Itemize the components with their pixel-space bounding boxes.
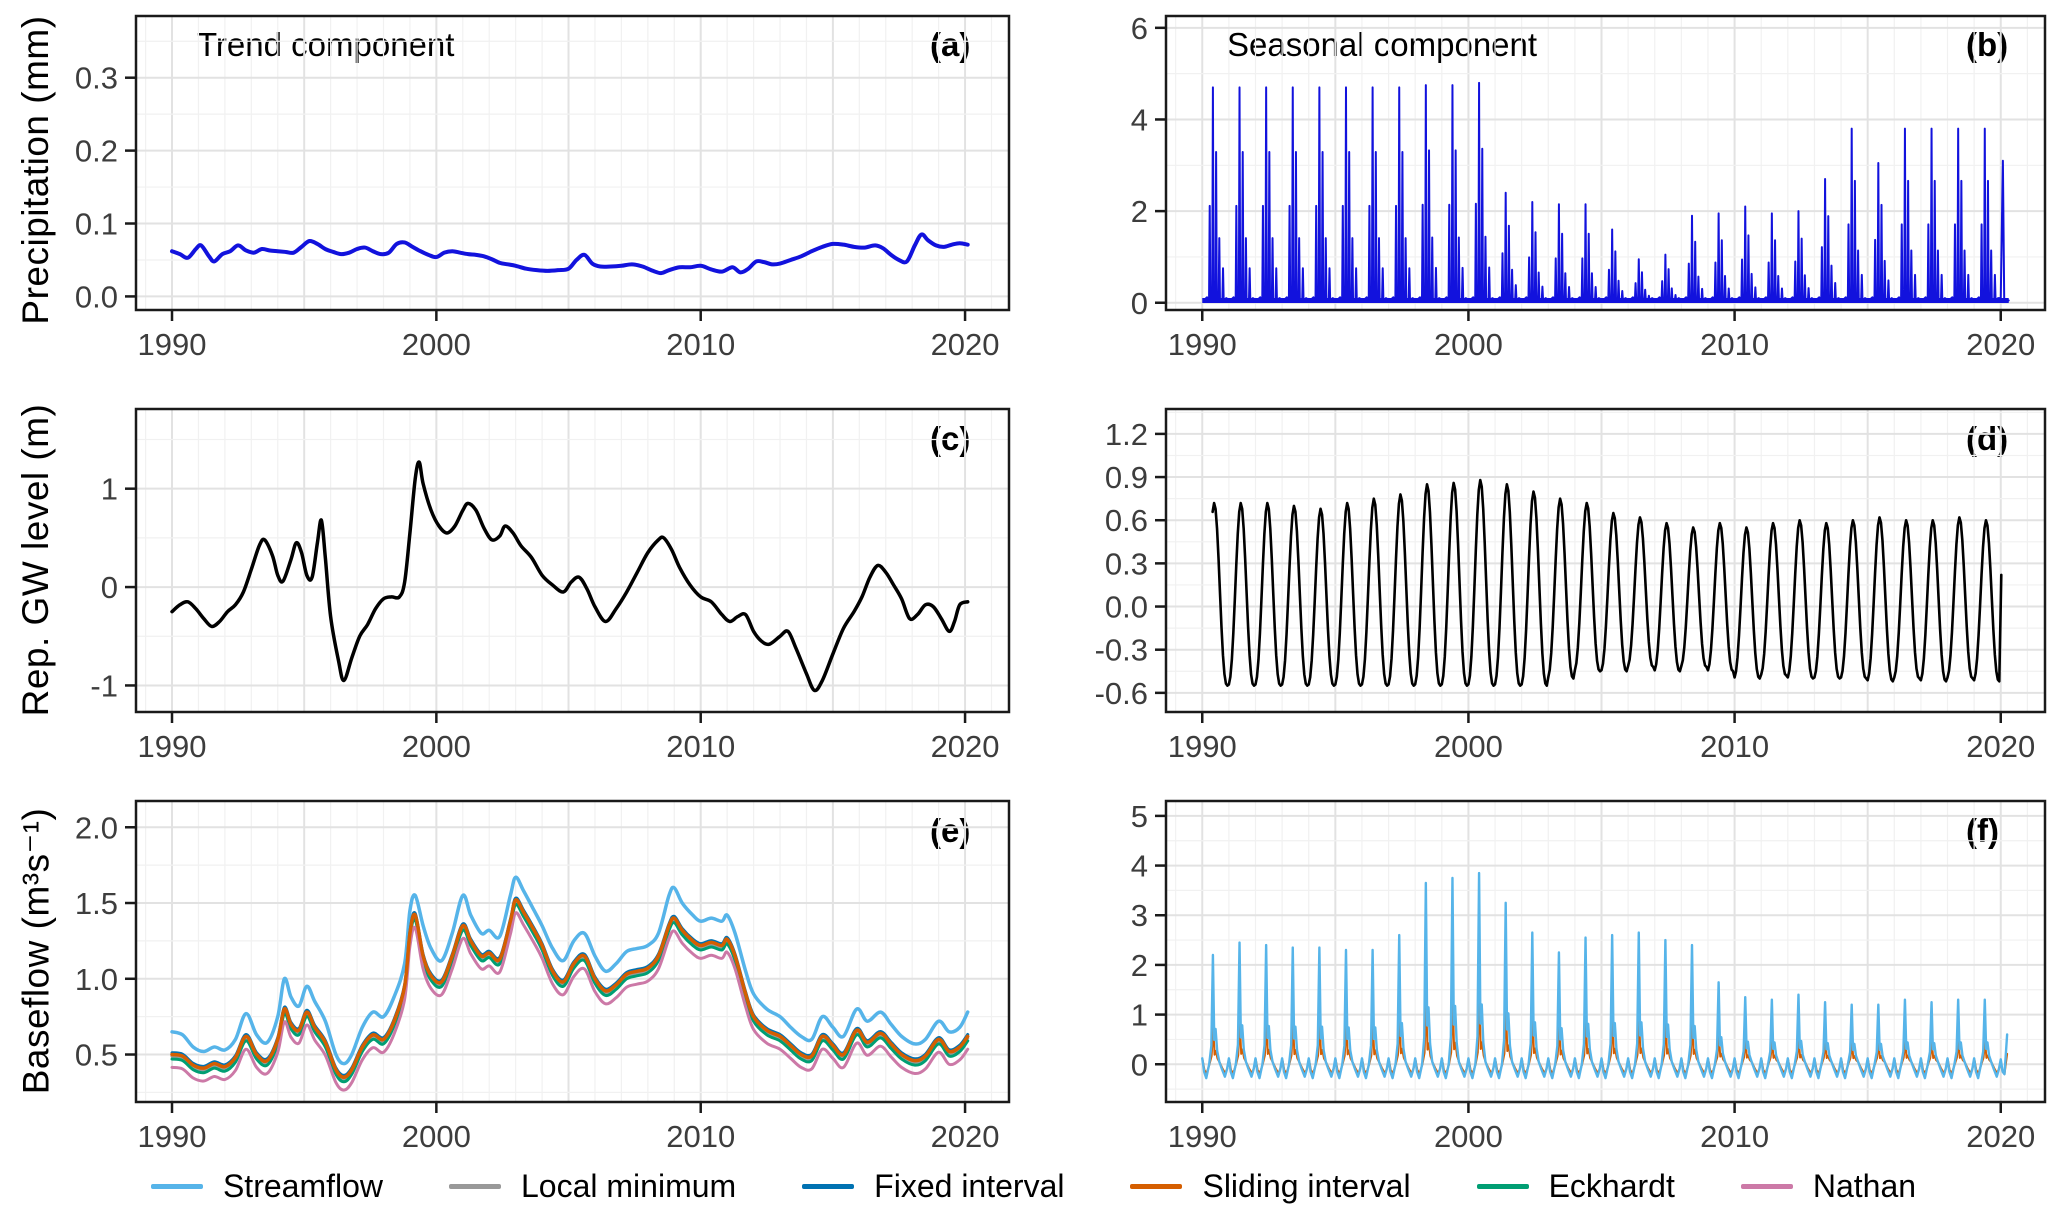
local-minimum-line-swatch: [449, 1184, 501, 1189]
svg-text:0.3: 0.3: [1105, 546, 1148, 581]
svg-text:1990: 1990: [1168, 1119, 1237, 1154]
svg-text:2000: 2000: [1434, 729, 1503, 764]
svg-text:1: 1: [1131, 998, 1148, 1033]
legend-item-fixed-interval: Fixed interval: [802, 1168, 1064, 1205]
legend-item-sliding-interval: Sliding interval: [1130, 1168, 1411, 1205]
panel-tag-e: (e): [930, 812, 971, 849]
legend-label: Nathan: [1812, 1168, 1917, 1204]
svg-text:1990: 1990: [138, 729, 207, 764]
svg-text:0.2: 0.2: [75, 134, 118, 169]
svg-text:0.1: 0.1: [75, 207, 118, 242]
svg-text:2010: 2010: [666, 729, 735, 764]
panel-c-gw-trend: 1990 2000 2010 2020 -1 0 1: [90, 407, 1011, 764]
panel-tag-a: (a): [930, 26, 971, 63]
svg-text:2020: 2020: [1966, 327, 2035, 362]
svg-text:1990: 1990: [1168, 729, 1237, 764]
svg-text:2000: 2000: [1434, 327, 1503, 362]
legend-label: Eckhardt: [1548, 1168, 1675, 1204]
panel-b-precipitation-seasonal: 1990 2000 2010 2020 0 2 4 6: [1131, 11, 2047, 362]
legend-item-streamflow: Streamflow: [150, 1168, 383, 1205]
svg-text:2000: 2000: [402, 1119, 471, 1154]
panel-a-precipitation-trend: 1990 2000 2010 2020 0.0 0.1 0.2 0.3: [75, 14, 1011, 362]
eckhardt-line-swatch: [1476, 1184, 1529, 1189]
panel-tag-c: (c): [930, 420, 971, 457]
svg-text:6: 6: [1131, 11, 1148, 46]
svg-text:1990: 1990: [138, 1119, 207, 1154]
legend-item-local-minimum: Local minimum: [449, 1168, 736, 1205]
svg-text:-1: -1: [90, 668, 118, 703]
column-title-seasonal: Seasonal component: [1227, 26, 1538, 63]
y-axis-title-gw-level: Rep. GW level (m): [15, 403, 56, 717]
legend-label: Fixed interval: [874, 1168, 1065, 1204]
svg-text:2010: 2010: [1700, 729, 1769, 764]
sliding-interval-line-swatch: [1130, 1184, 1183, 1189]
legend: Streamflow Local minimum Fixed interval …: [0, 1160, 2067, 1213]
svg-text:0: 0: [101, 570, 118, 605]
svg-text:2.0: 2.0: [75, 810, 118, 845]
y-axis-title-precipitation: Precipitation (mm): [15, 15, 56, 325]
svg-text:0.6: 0.6: [1105, 503, 1148, 538]
svg-text:5: 5: [1131, 799, 1148, 834]
svg-text:2: 2: [1131, 948, 1148, 983]
svg-text:-0.3: -0.3: [1095, 633, 1148, 668]
legend-label: Local minimum: [521, 1168, 737, 1204]
svg-text:1.5: 1.5: [75, 886, 118, 921]
nathan-line-swatch: [1740, 1184, 1793, 1189]
svg-text:2020: 2020: [1966, 729, 2035, 764]
legend-label: Sliding interval: [1202, 1168, 1411, 1204]
panel-f-baseflow-seasonal: 1990 2000 2010 2020 0 1 2 3 4 5: [1131, 799, 2047, 1154]
svg-text:4: 4: [1131, 102, 1148, 137]
svg-text:-0.6: -0.6: [1095, 676, 1148, 711]
streamflow-line-swatch: [150, 1184, 203, 1189]
panel-e-baseflow-trend: 1990 2000 2010 2020 0.5 1.0 1.5 2.0: [75, 799, 1011, 1154]
svg-text:2000: 2000: [402, 327, 471, 362]
svg-text:0.0: 0.0: [75, 279, 118, 314]
svg-text:2020: 2020: [931, 327, 1000, 362]
legend-label: Streamflow: [222, 1168, 383, 1204]
svg-text:0.3: 0.3: [75, 61, 118, 96]
legend-item-eckhardt: Eckhardt: [1476, 1168, 1675, 1205]
svg-text:2010: 2010: [666, 1119, 735, 1154]
svg-text:4: 4: [1131, 849, 1148, 884]
svg-text:0: 0: [1131, 1047, 1148, 1082]
svg-text:2010: 2010: [666, 327, 735, 362]
y-axis-title-baseflow: Baseflow (m³s⁻¹): [15, 807, 57, 1095]
svg-text:0.9: 0.9: [1105, 460, 1148, 495]
panel-d-gw-seasonal: 1990 2000 2010 2020 -0.6 -0.3 0.0 0.3 0.6 0.9 1.2: [1095, 407, 2047, 764]
svg-text:1: 1: [101, 472, 118, 507]
svg-text:2000: 2000: [402, 729, 471, 764]
svg-text:0: 0: [1131, 286, 1148, 321]
svg-text:2020: 2020: [931, 1119, 1000, 1154]
column-title-trend: Trend component: [197, 26, 455, 63]
fixed-interval-line-swatch: [802, 1184, 855, 1189]
svg-text:2020: 2020: [1966, 1119, 2035, 1154]
svg-text:2020: 2020: [931, 729, 1000, 764]
panel-tag-f: (f): [1966, 812, 1999, 849]
legend-item-nathan: Nathan: [1740, 1168, 1917, 1205]
svg-text:2000: 2000: [1434, 1119, 1503, 1154]
svg-text:2010: 2010: [1700, 1119, 1769, 1154]
svg-text:2010: 2010: [1700, 327, 1769, 362]
svg-text:0.0: 0.0: [1105, 590, 1148, 625]
svg-text:1990: 1990: [138, 327, 207, 362]
svg-text:2: 2: [1131, 194, 1148, 229]
svg-text:3: 3: [1131, 898, 1148, 933]
svg-text:1.2: 1.2: [1105, 417, 1148, 452]
svg-text:1.0: 1.0: [75, 962, 118, 997]
svg-text:0.5: 0.5: [75, 1038, 118, 1073]
svg-text:1990: 1990: [1168, 327, 1237, 362]
